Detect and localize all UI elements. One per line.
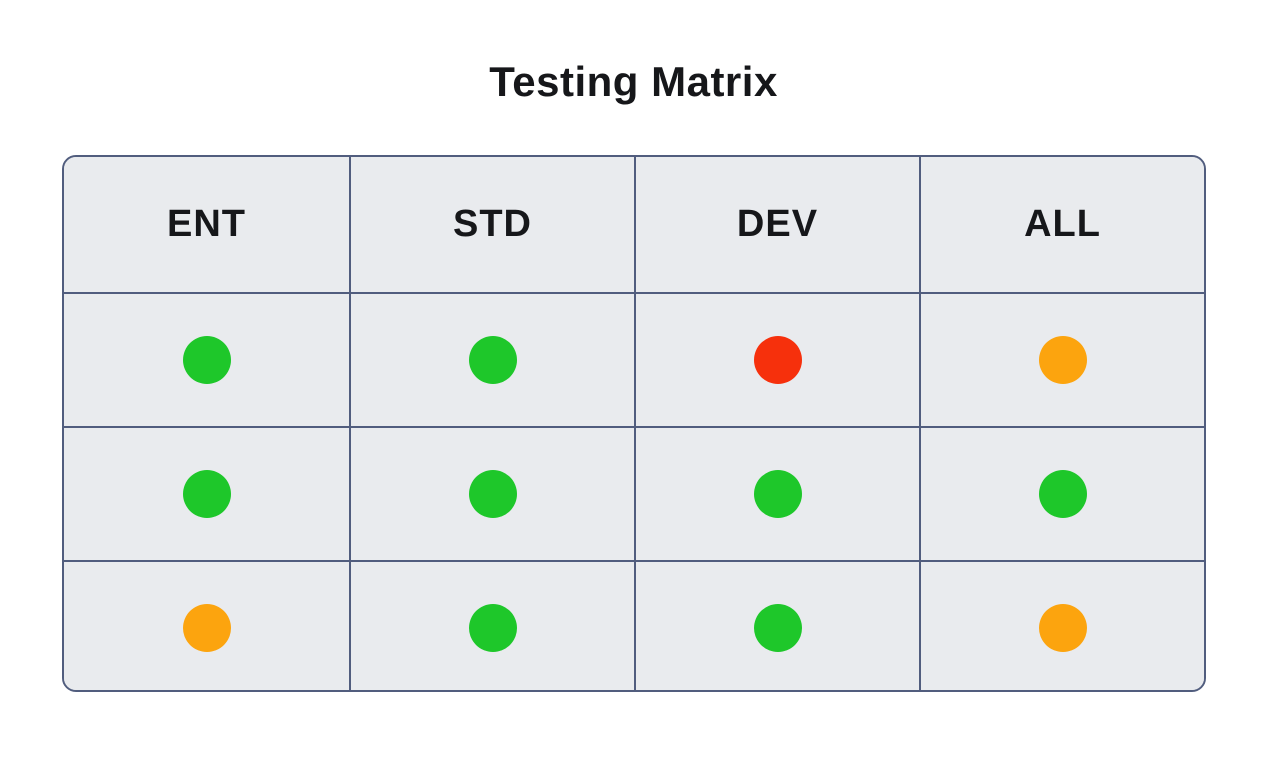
testing-matrix-table: ENT STD DEV ALL [62,155,1206,692]
status-dot-green [182,336,231,384]
matrix-cell [64,426,349,560]
status-dot-green [1038,470,1087,518]
column-header-all: ALL [919,157,1204,292]
status-dot-orange [1038,604,1087,652]
status-dot-green [468,336,517,384]
column-header-ent: ENT [64,157,349,292]
status-dot-green [468,604,517,652]
matrix-cell [349,560,634,690]
matrix-cell [634,560,919,690]
status-dot-green [753,604,802,652]
matrix-cell [634,426,919,560]
matrix-cell [919,560,1204,690]
status-dot-green [753,470,802,518]
matrix-cell [634,292,919,426]
status-dot-green [182,470,231,518]
status-dot-orange [1038,336,1087,384]
matrix-cell [64,560,349,690]
matrix-cell [349,292,634,426]
column-header-dev: DEV [634,157,919,292]
matrix-cell [349,426,634,560]
status-dot-orange [182,604,231,652]
matrix-cell [919,292,1204,426]
column-header-std: STD [349,157,634,292]
status-dot-red [753,336,802,384]
page-title: Testing Matrix [489,58,778,105]
matrix-cell [64,292,349,426]
matrix-cell [919,426,1204,560]
status-dot-green [468,470,517,518]
